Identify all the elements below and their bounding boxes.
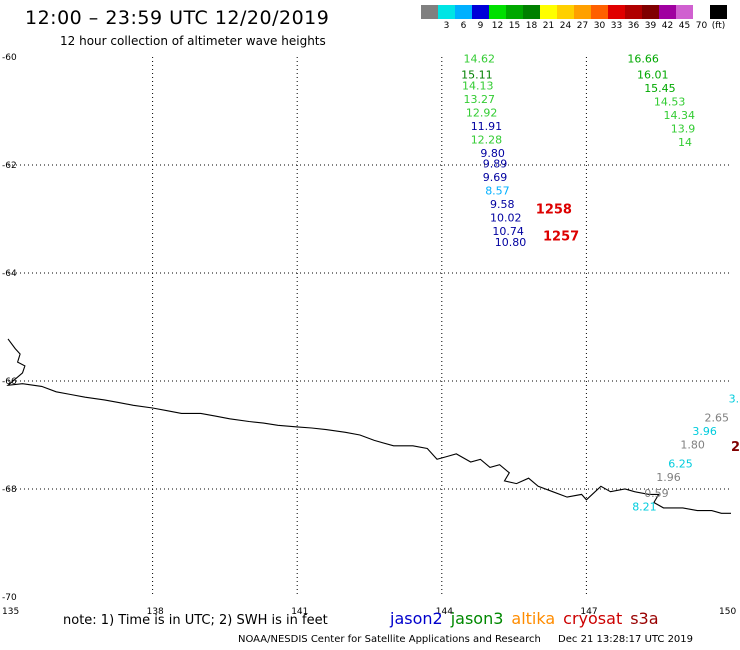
swh-label: 10.02 [490, 212, 522, 225]
swh-label: 1.96 [656, 471, 681, 484]
swh-label: 2.65 [705, 412, 730, 425]
credit-text: NOAA/NESDIS Center for Satellite Applica… [238, 634, 541, 645]
time-label: 22 [731, 440, 740, 455]
time-label: 1258 [536, 203, 572, 218]
legend-label: 39 [644, 21, 657, 31]
lat-tick-label: -60 [2, 53, 17, 63]
legend-swatch [591, 5, 608, 19]
legend-label: 12 [491, 21, 504, 31]
swh-label: 14 [678, 136, 692, 149]
lat-tick-label: -64 [2, 269, 17, 279]
swh-label: 15.45 [644, 82, 676, 95]
lon-tick-label: 141 [291, 607, 308, 617]
swh-label: 9.89 [483, 158, 508, 171]
legend-label: 6 [460, 21, 467, 31]
satellite-cryosat: cryosat [563, 609, 623, 628]
swh-label: 12.92 [466, 106, 498, 119]
lat-tick-label: -70 [2, 593, 17, 603]
lon-tick-label: 147 [580, 607, 597, 617]
legend-label: 9 [477, 21, 484, 31]
legend-label: 3 [443, 21, 450, 31]
satellite-legend: jason2 jason3 altika cryosat s3a [390, 609, 667, 628]
swh-label: 9.80 [480, 147, 505, 160]
swh-label: 11.91 [471, 120, 503, 133]
swh-label: 10.74 [492, 225, 524, 238]
swh-label: 8.57 [485, 185, 510, 198]
swh-label: 1.80 [680, 439, 705, 452]
lon-tick-label: 144 [436, 607, 453, 617]
legend-swatch [472, 5, 489, 19]
swh-label: 16.01 [637, 69, 669, 82]
lon-tick-label: 138 [147, 607, 164, 617]
legend-label: 45 [678, 21, 691, 31]
legend-swatch [608, 5, 625, 19]
legend-swatch [523, 5, 540, 19]
legend-label: 18 [525, 21, 538, 31]
footer-credit: NOAA/NESDIS Center for Satellite Applica… [238, 634, 693, 645]
swh-label: 3.2 [729, 393, 740, 406]
color-legend [421, 5, 727, 19]
legend-swatch [540, 5, 557, 19]
legend-swatch [506, 5, 523, 19]
legend-label: 42 [661, 21, 674, 31]
color-legend-labels: 3 6 9 12 15 18 21 24 27 30 33 36 39 42 45 70 (ft) [421, 21, 727, 31]
swh-label: 13.27 [464, 93, 496, 106]
legend-swatch [438, 5, 455, 19]
legend-swatch [557, 5, 574, 19]
swh-label: 3.96 [692, 425, 717, 438]
legend-swatch [574, 5, 591, 19]
swh-label: 10.80 [495, 236, 527, 249]
swh-label: 0.59 [644, 487, 669, 500]
swh-label: 14.53 [654, 96, 686, 109]
lat-tick-label: -62 [2, 161, 17, 171]
swh-label: 9.69 [483, 171, 508, 184]
legend-swatch [676, 5, 693, 19]
legend-label: 70 [695, 21, 708, 31]
generated-timestamp: Dec 21 13:28:17 UTC 2019 [558, 634, 694, 645]
swh-label: 14.34 [664, 109, 696, 122]
footer-note: note: 1) Time is in UTC; 2) SWH is in fe… [63, 613, 328, 628]
map-subtitle: 12 hour collection of altimeter wave hei… [60, 34, 326, 48]
satellite-s3a: s3a [630, 609, 659, 628]
legend-label: (ft) [711, 21, 726, 31]
legend-label: 24 [559, 21, 572, 31]
swh-label: 8.21 [632, 501, 657, 514]
satellite-altika: altika [511, 609, 556, 628]
swh-label: 16.66 [627, 52, 659, 65]
swh-label: 13.9 [671, 123, 696, 136]
lat-tick-label: -66 [2, 377, 17, 387]
swh-label: 12.28 [471, 133, 503, 146]
swh-label: 14.13 [462, 79, 494, 92]
satellite-jason2: jason2 [390, 609, 443, 628]
legend-label: 30 [593, 21, 606, 31]
legend-label: 33 [610, 21, 623, 31]
swh-label: 14.62 [464, 52, 496, 65]
legend-swatch [421, 5, 438, 19]
legend-label: 21 [542, 21, 555, 31]
legend-label: 27 [576, 21, 589, 31]
map-title: 12:00 – 23:59 UTC 12/20/2019 [25, 7, 330, 29]
legend-label: 36 [627, 21, 640, 31]
coastline [6, 338, 731, 514]
time-label: 1257 [543, 230, 579, 245]
legend-swatch [710, 5, 727, 19]
legend-swatch [693, 5, 710, 19]
legend-swatch [625, 5, 642, 19]
lon-tick-label: 135 [2, 607, 19, 617]
legend-swatch [489, 5, 506, 19]
lat-tick-label: -68 [2, 485, 17, 495]
legend-swatch [455, 5, 472, 19]
swh-label: 15.11 [461, 69, 493, 82]
legend-label: 15 [508, 21, 521, 31]
lon-tick-label: 150 [719, 607, 736, 617]
swh-label: 9.58 [490, 198, 515, 211]
swh-label: 6.25 [668, 457, 693, 470]
satellite-jason3: jason3 [450, 609, 504, 628]
legend-swatch [659, 5, 676, 19]
legend-swatch [642, 5, 659, 19]
